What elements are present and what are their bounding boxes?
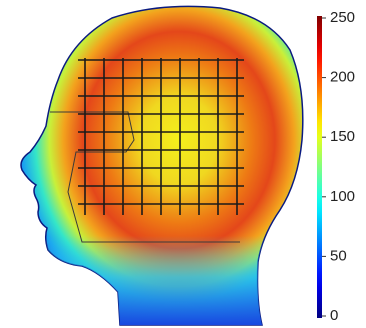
- chart: 0 50 100 150 200 250: [0, 0, 366, 328]
- colorbar-tick-label: 150: [330, 128, 355, 145]
- colorbar-tick-label: 100: [330, 188, 355, 205]
- colorbar-tick-label: 50: [330, 247, 347, 264]
- colorbar-tick-label: 0: [330, 307, 338, 324]
- colorbar-tick-label: 250: [330, 9, 355, 26]
- page: 050100150200250 (() => { const data = JS…: [0, 0, 366, 328]
- colorbar-tick-label: 200: [330, 69, 355, 86]
- colorbar: [317, 16, 322, 318]
- neck-shade: [21, 6, 303, 325]
- head: [21, 6, 303, 325]
